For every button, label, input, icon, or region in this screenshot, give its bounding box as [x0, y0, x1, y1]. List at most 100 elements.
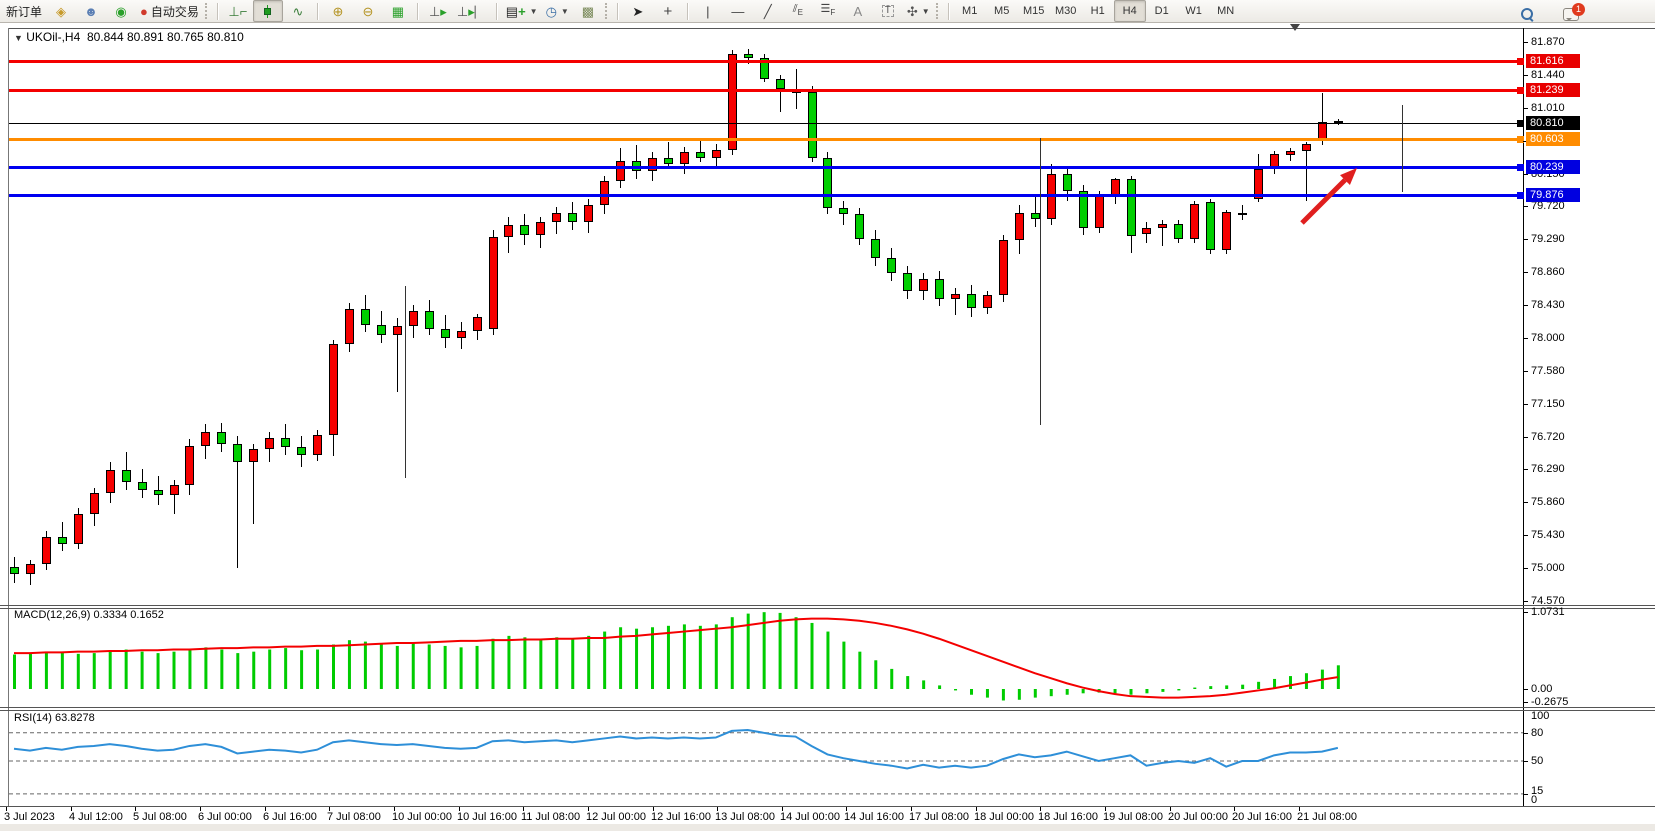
candle-body — [89, 493, 99, 515]
timeframe-button-M5[interactable]: M5 — [994, 5, 1010, 17]
time-tick-mark — [6, 807, 7, 811]
trendline-tool-button[interactable]: ╱ — [753, 0, 783, 22]
time-axis-label: 18 Jul 00:00 — [974, 811, 1034, 823]
bar-chart-button[interactable]: ⊥⌐ — [223, 0, 253, 22]
price-badge-80.810: 80.810 — [1526, 116, 1580, 130]
chevron-down-icon: ▼ — [560, 6, 569, 16]
cursor-tool-button[interactable]: ➤ — [623, 0, 653, 22]
accounts-button[interactable]: ☻ — [76, 0, 106, 22]
periods-button[interactable]: ◷ ▼ — [542, 0, 573, 22]
price-tick-label: 75.860 — [1531, 496, 1565, 508]
price-tick-label: 81.010 — [1531, 102, 1565, 114]
chart-shift-button[interactable]: ⊥▸⎸ — [453, 0, 492, 22]
tile-windows-icon: ▦ — [391, 3, 405, 19]
vertical-line-icon: | — [706, 3, 710, 19]
crosshair-tool-button[interactable]: + — [653, 0, 683, 22]
signals-button[interactable]: ◉ — [106, 0, 136, 22]
level-endpoint-marker — [1517, 58, 1524, 65]
timeframe-button-H1[interactable]: H1 — [1090, 5, 1105, 17]
macd-tick-mark — [1523, 689, 1528, 690]
candlestick-chart-button[interactable] — [252, 0, 283, 22]
price-tick-mark — [1523, 141, 1528, 142]
toolbar-separator — [947, 2, 950, 20]
auto-trading-icon: ● — [140, 3, 148, 19]
candle-body — [440, 329, 450, 339]
auto-scroll-button[interactable]: ⊥▸ — [423, 0, 453, 22]
horizontal-line-tool-button[interactable]: — — [723, 0, 753, 22]
zoom-in-button[interactable]: ⊕ — [323, 0, 353, 22]
price-tick-label: 76.720 — [1531, 431, 1565, 443]
macd-axis-label: 0.00 — [1531, 683, 1553, 695]
time-axis-label: 10 Jul 00:00 — [392, 811, 452, 823]
zoom-out-button[interactable]: ⊖ — [353, 0, 383, 22]
auto-trading-button[interactable]: ● 自动交易 — [136, 0, 203, 22]
price-tick-label: 78.000 — [1531, 332, 1565, 344]
level-endpoint-marker — [1517, 87, 1524, 94]
chart-shift-marker — [1290, 24, 1300, 31]
timeframe-button-W1[interactable]: W1 — [1185, 5, 1202, 17]
tile-windows-button[interactable]: ▦ — [383, 0, 413, 22]
candle-body — [329, 344, 338, 435]
line-chart-button[interactable]: ∿ — [283, 0, 313, 22]
candle-body — [169, 485, 179, 496]
window-bottom-strip — [0, 824, 1655, 831]
main-toolbar: 新订单 ◈ ☻ ◉ ● 自动交易 ⊥⌐ ∿ ⊕ ⊖ ▦ ⊥▸ ⊥▸⎸ ▤+ ▼ ◷… — [0, 0, 1655, 23]
rsi-tick-mark — [1523, 761, 1528, 762]
candle-body — [568, 212, 578, 222]
price-tick-label: 81.440 — [1531, 69, 1565, 81]
candle-body — [25, 564, 35, 575]
candlestick-icon — [263, 4, 272, 18]
macd-signal-value: 0.1652 — [130, 609, 164, 621]
chart-ohlc-readout: 80.844 80.891 80.765 80.810 — [86, 30, 244, 44]
timeframe-button-M15[interactable]: M15 — [1022, 5, 1045, 17]
chart-dropdown-icon[interactable]: ▼ — [14, 33, 23, 43]
timeframe-button-D1[interactable]: D1 — [1154, 5, 1169, 17]
price-tick-mark — [1523, 239, 1528, 240]
price-tick-label: 78.860 — [1531, 266, 1565, 278]
broadcast-icon: ◉ — [115, 3, 127, 19]
new-chart-button[interactable]: ▤+ ▼ — [502, 0, 542, 22]
label-tool-button[interactable]: T — [873, 0, 903, 22]
notifications-button[interactable]: 1 — [1556, 2, 1586, 25]
candle-body — [887, 257, 897, 274]
auto-scroll-icon: ⊥▸ — [428, 3, 447, 19]
candle-body — [600, 180, 610, 206]
vertical-line-tool-button[interactable]: | — [693, 0, 723, 22]
candle-body — [679, 151, 689, 164]
panel-separator — [0, 605, 1655, 606]
timeframe-button-H4[interactable]: H4 — [1113, 0, 1146, 22]
candle-body — [281, 437, 291, 448]
candle-body — [743, 54, 753, 59]
timeframe-button-M1[interactable]: M1 — [962, 5, 978, 17]
templates-button[interactable]: ▩ — [573, 0, 603, 22]
timeframe-button-MN[interactable]: MN — [1217, 5, 1235, 17]
search-button[interactable] — [1512, 3, 1542, 25]
candle-body — [1254, 169, 1264, 199]
candle-body — [472, 316, 482, 331]
macd-indicator-label: MACD(12,26,9) 0.3334 0.1652 — [14, 609, 164, 621]
shapes-button[interactable]: ✣ ▼ — [903, 0, 934, 22]
panel-separator — [0, 707, 1655, 708]
candle-body — [663, 157, 673, 164]
rsi-tick-mark — [1523, 733, 1528, 734]
text-label-icon: T — [881, 5, 894, 17]
candle-body — [967, 293, 976, 308]
new-order-button[interactable]: 新订单 — [2, 0, 46, 22]
price-tick-mark — [1523, 75, 1528, 76]
panel-separator — [0, 710, 1655, 711]
time-axis-label: 14 Jul 16:00 — [844, 811, 904, 823]
timeframe-button-M30[interactable]: M30 — [1054, 5, 1077, 17]
channel-tool-button[interactable]: ⫽E — [783, 0, 813, 22]
toolbar-separator — [316, 2, 319, 20]
template-icon: ▩ — [581, 3, 594, 19]
bar-chart-icon: ⊥⌐ — [228, 3, 248, 19]
price-tick-mark — [1523, 206, 1528, 207]
notification-badge: 1 — [1572, 2, 1585, 16]
styles-button[interactable]: ◈ — [46, 0, 76, 22]
time-axis-label: 11 Jul 08:00 — [521, 811, 581, 823]
chart-title-bar[interactable]: ▼ UKOil-,H4 80.844 80.891 80.765 80.810 — [14, 30, 244, 44]
price-badge-81.239: 81.239 — [1526, 83, 1580, 97]
fibonacci-tool-button[interactable]: ☰F — [813, 0, 843, 22]
text-tool-button[interactable]: A — [843, 0, 873, 22]
time-axis-label: 6 Jul 00:00 — [198, 811, 252, 823]
